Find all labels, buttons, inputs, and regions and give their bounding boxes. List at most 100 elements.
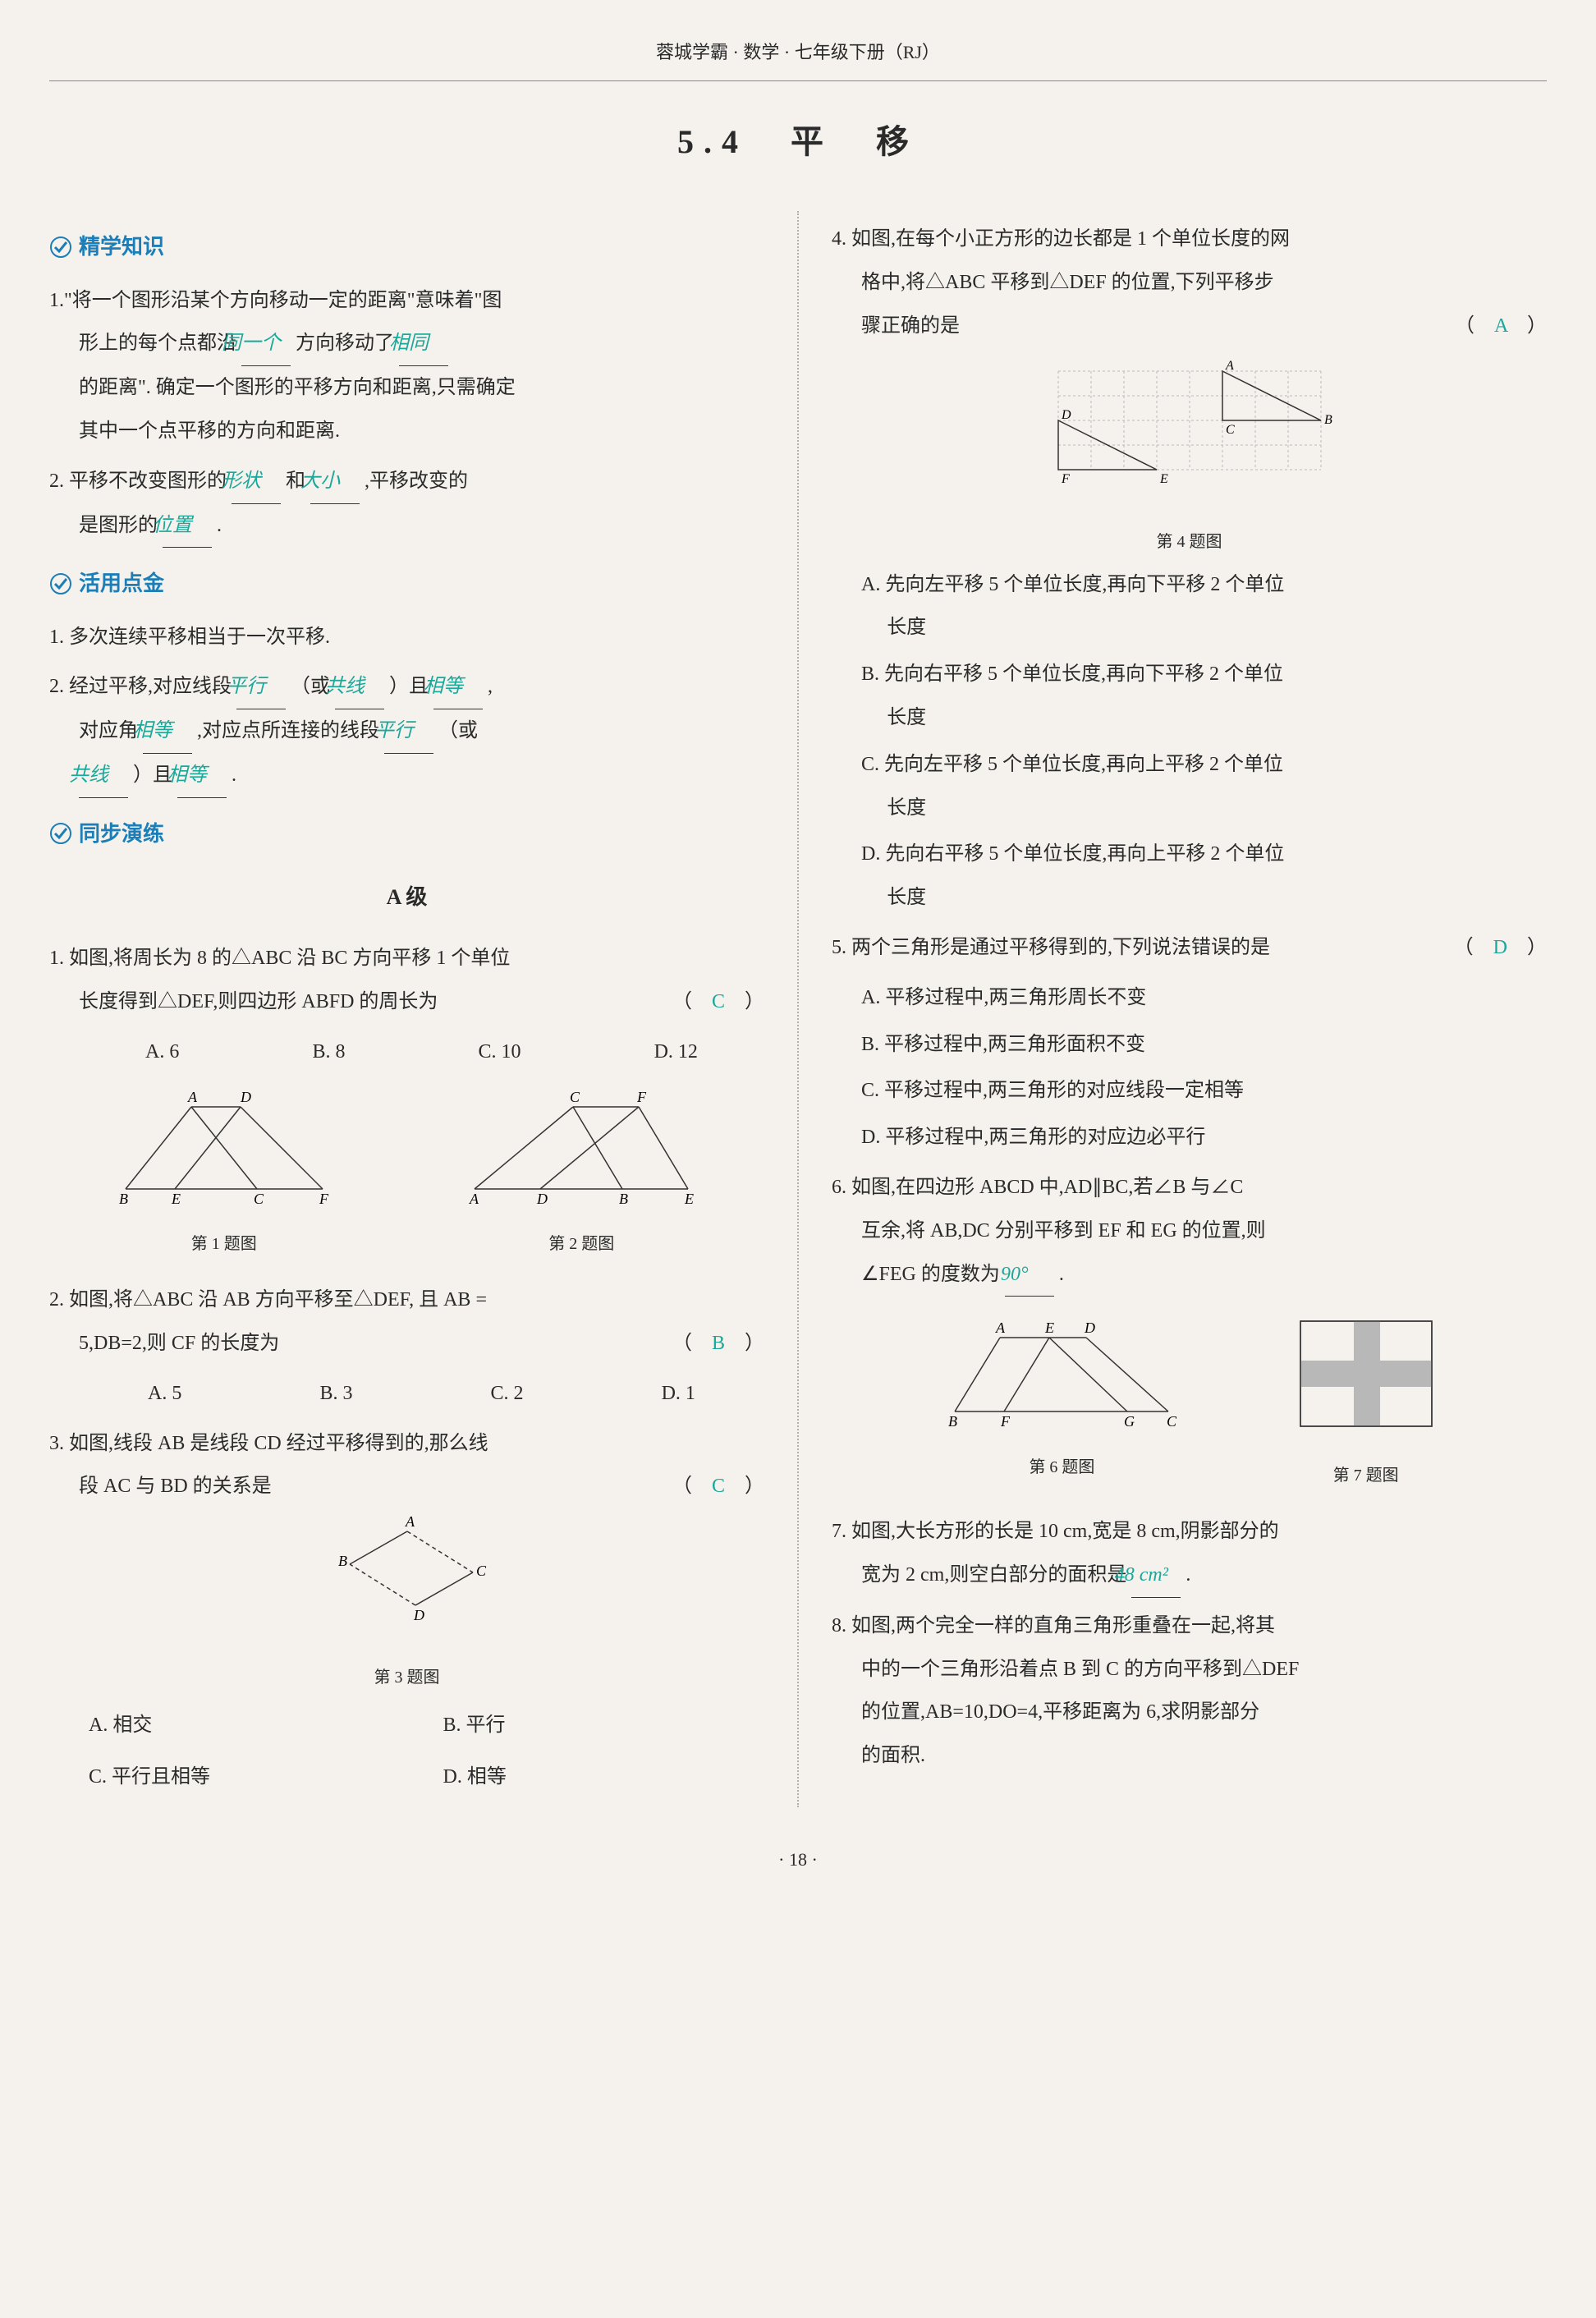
svg-text:F: F <box>319 1191 329 1207</box>
svg-text:E: E <box>684 1191 694 1207</box>
section-title-text: 活用点金 <box>79 560 164 607</box>
svg-text:D: D <box>1084 1320 1095 1336</box>
svg-text:C: C <box>254 1191 264 1207</box>
options-grid: A. 相交 B. 平行 C. 平行且相等 D. 相等 <box>89 1704 764 1799</box>
option-d: D. 平移过程中,两三角形的对应边必平行 <box>832 1116 1547 1159</box>
option-c: C. 10 <box>479 1030 521 1074</box>
option-c: C. 2 <box>491 1372 524 1416</box>
answer-paren: （ B ） <box>702 1322 764 1366</box>
figure-row-1-2: A D B E C F 第 1 题图 <box>49 1090 764 1263</box>
question-1: 1. 如图,将周长为 8 的△ABC 沿 BC 方向平移 1 个单位 长度得到△… <box>49 937 764 1024</box>
figure-1: A D B E C F 第 1 题图 <box>109 1090 339 1263</box>
check-icon <box>49 236 72 259</box>
figure-caption: 第 6 题图 <box>938 1449 1185 1485</box>
svg-text:A: A <box>995 1320 1006 1336</box>
svg-text:B: B <box>619 1191 628 1207</box>
svg-text:E: E <box>1159 472 1168 486</box>
option-b: B. 3 <box>319 1372 352 1416</box>
blank-answer: 相同 <box>399 322 448 366</box>
svg-text:F: F <box>636 1089 647 1105</box>
figure-4: A B C D E F 第 4 题图 <box>832 355 1547 560</box>
answer-paren: （ A ） <box>1484 305 1547 348</box>
question-3: 3. 如图,线段 AB 是线段 CD 经过平移得到的,那么线 段 AC 与 BD… <box>49 1422 764 1509</box>
figure-3: A B C D 第 3 题图 <box>49 1515 764 1696</box>
blank-answer: 形状 <box>232 460 281 504</box>
question-5: 5. 两个三角形是通过平移得到的,下列说法错误的是 （ D ） <box>832 926 1547 970</box>
page-root: 蓉城学霸 · 数学 · 七年级下册（RJ） 5.4 平 移 精学知识 1."将一… <box>49 33 1547 1880</box>
page-number: · 18 · <box>49 1840 1547 1880</box>
option-b: B. 平行 <box>443 1704 765 1747</box>
svg-text:B: B <box>948 1413 957 1430</box>
svg-text:F: F <box>1000 1413 1011 1430</box>
svg-text:A: A <box>405 1513 415 1530</box>
figure-caption: 第 4 题图 <box>832 524 1547 560</box>
gold-item-1: 1. 多次连续平移相当于一次平移. <box>49 616 764 659</box>
option-d: D. 先向右平移 5 个单位长度,再向上平移 2 个单位 长度 <box>832 833 1547 920</box>
svg-text:A: A <box>1225 359 1234 373</box>
blank-answer: 平行 <box>384 709 433 754</box>
blank-answer: 相等 <box>177 754 227 798</box>
options-row: A. 6 B. 8 C. 10 D. 12 <box>49 1030 764 1074</box>
figure-7: 第 7 题图 <box>1292 1313 1440 1494</box>
rectangle-cross-diagram <box>1292 1313 1440 1436</box>
check-icon <box>49 822 72 845</box>
svg-text:C: C <box>1226 423 1235 437</box>
blank-answer: 90° <box>1005 1253 1054 1297</box>
answer-paren: （ D ） <box>1484 926 1547 970</box>
option-c: C. 平移过程中,两三角形的对应线段一定相等 <box>832 1069 1547 1113</box>
blank-answer: 同一个 <box>241 322 291 366</box>
option-d: D. 相等 <box>443 1756 765 1799</box>
figure-caption: 第 1 题图 <box>109 1226 339 1262</box>
svg-text:C: C <box>570 1089 580 1105</box>
column-divider <box>797 211 799 1806</box>
svg-text:E: E <box>1044 1320 1054 1336</box>
option-a: A. 平移过程中,两三角形周长不变 <box>832 976 1547 1020</box>
trapezoid-diagram: A E D B F G C <box>938 1321 1185 1428</box>
section-header-knowledge: 精学知识 <box>49 223 764 270</box>
option-b: B. 8 <box>312 1030 345 1074</box>
section-header-gold: 活用点金 <box>49 560 764 607</box>
svg-text:D: D <box>536 1191 548 1207</box>
figure-caption: 第 2 题图 <box>458 1226 704 1262</box>
question-7: 7. 如图,大长方形的长是 10 cm,宽是 8 cm,阴影部分的 宽为 2 c… <box>832 1510 1547 1598</box>
svg-text:D: D <box>1061 408 1071 422</box>
svg-text:D: D <box>413 1607 424 1623</box>
figure-6: A E D B F G C 第 6 题图 <box>938 1321 1185 1485</box>
option-b: B. 先向右平移 5 个单位长度,再向下平移 2 个单位 长度 <box>832 653 1547 740</box>
options-row: A. 5 B. 3 C. 2 D. 1 <box>49 1372 764 1416</box>
check-icon <box>49 572 72 595</box>
left-column: 精学知识 1."将一个图形沿某个方向移动一定的距离"意味着"图 形上的每个点都沿… <box>49 211 764 1806</box>
parallelogram-diagram: A B C D <box>300 1515 514 1638</box>
triangle-diagram-1: A D B E C F <box>109 1090 339 1205</box>
svg-text:A: A <box>469 1191 479 1207</box>
knowledge-item-2: 2. 平移不改变图形的 形状 和 大小 ,平移改变的 是图形的 位置 . <box>49 460 764 549</box>
svg-text:E: E <box>171 1191 181 1207</box>
blank-answer: 相等 <box>433 665 483 709</box>
svg-text:D: D <box>240 1089 251 1105</box>
blank-answer: 共线 <box>79 754 128 798</box>
question-4: 4. 如图,在每个小正方形的边长都是 1 个单位长度的网 格中,将△ABC 平移… <box>832 218 1547 347</box>
option-d: D. 12 <box>654 1030 698 1074</box>
figure-2: C F A D B E 第 2 题图 <box>458 1090 704 1263</box>
svg-text:B: B <box>1324 413 1332 427</box>
grid-diagram: A B C D E F <box>1042 355 1337 503</box>
option-a: A. 5 <box>148 1372 181 1416</box>
figure-row-6-7: A E D B F G C 第 6 题图 <box>832 1313 1547 1494</box>
level-a-header: A 级 <box>49 874 764 920</box>
figure-caption: 第 3 题图 <box>49 1659 764 1696</box>
page-header: 蓉城学霸 · 数学 · 七年级下册（RJ） <box>49 33 1547 81</box>
svg-text:B: B <box>338 1553 347 1569</box>
section-header-practice: 同步演练 <box>49 810 764 857</box>
svg-text:C: C <box>1167 1413 1177 1430</box>
gold-item-2: 2. 经过平移,对应线段 平行 （或 共线 ）且 相等 , 对应角 相等 ,对应… <box>49 665 764 797</box>
option-a: A. 相交 <box>89 1704 410 1747</box>
section-title-text: 同步演练 <box>79 810 164 857</box>
figure-caption: 第 7 题图 <box>1292 1457 1440 1494</box>
blank-answer: 48 cm² <box>1131 1554 1181 1598</box>
answer-paren: （ C ） <box>702 980 764 1024</box>
question-8: 8. 如图,两个完全一样的直角三角形重叠在一起,将其 中的一个三角形沿着点 B … <box>832 1604 1547 1778</box>
option-b: B. 平移过程中,两三角形面积不变 <box>832 1023 1547 1067</box>
option-c: C. 平行且相等 <box>89 1756 410 1799</box>
svg-text:C: C <box>476 1563 487 1579</box>
svg-text:B: B <box>119 1191 128 1207</box>
